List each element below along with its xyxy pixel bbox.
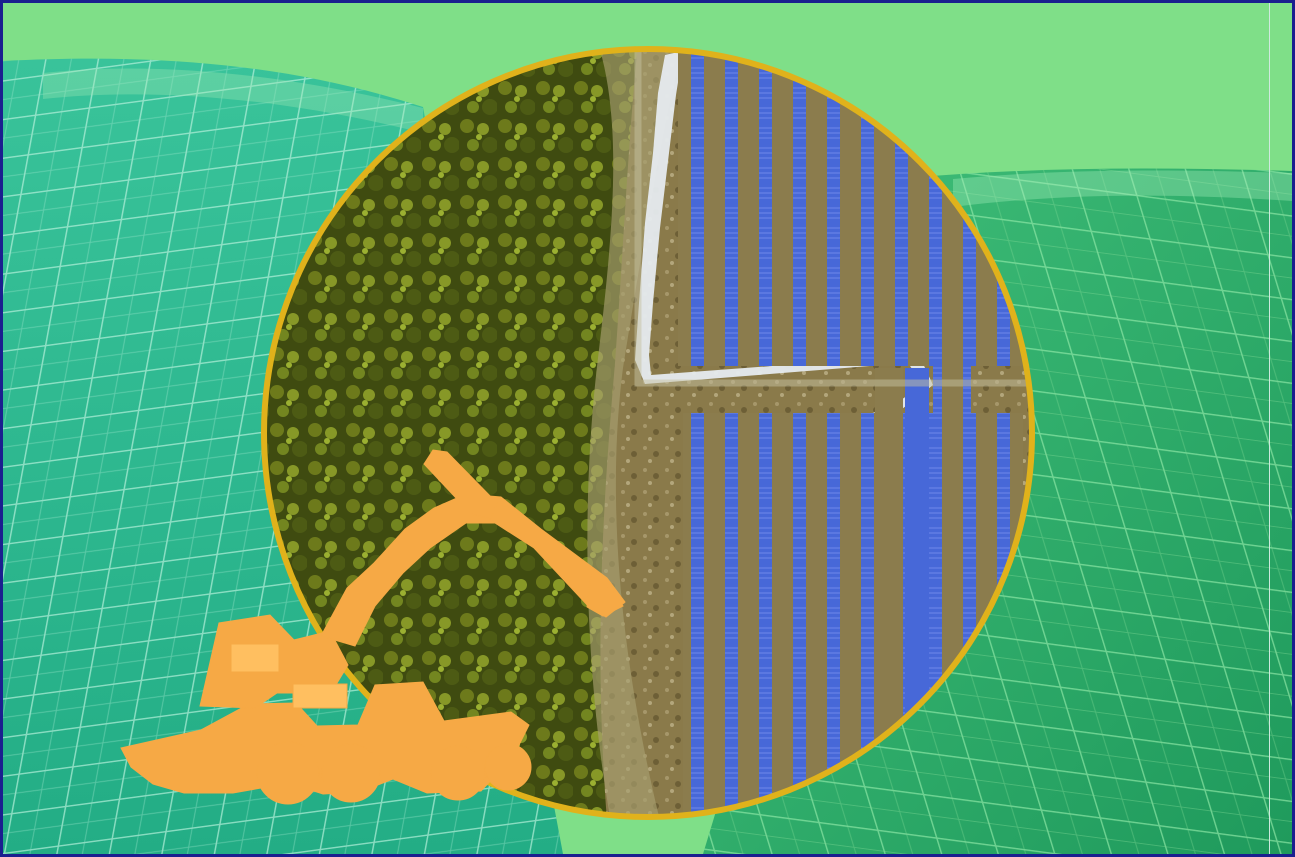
aerial-photo-ring: [261, 46, 1035, 820]
forestry-machine: [120, 449, 626, 805]
right-edge-line: [1269, 3, 1270, 854]
collage-scene: [3, 3, 1292, 854]
